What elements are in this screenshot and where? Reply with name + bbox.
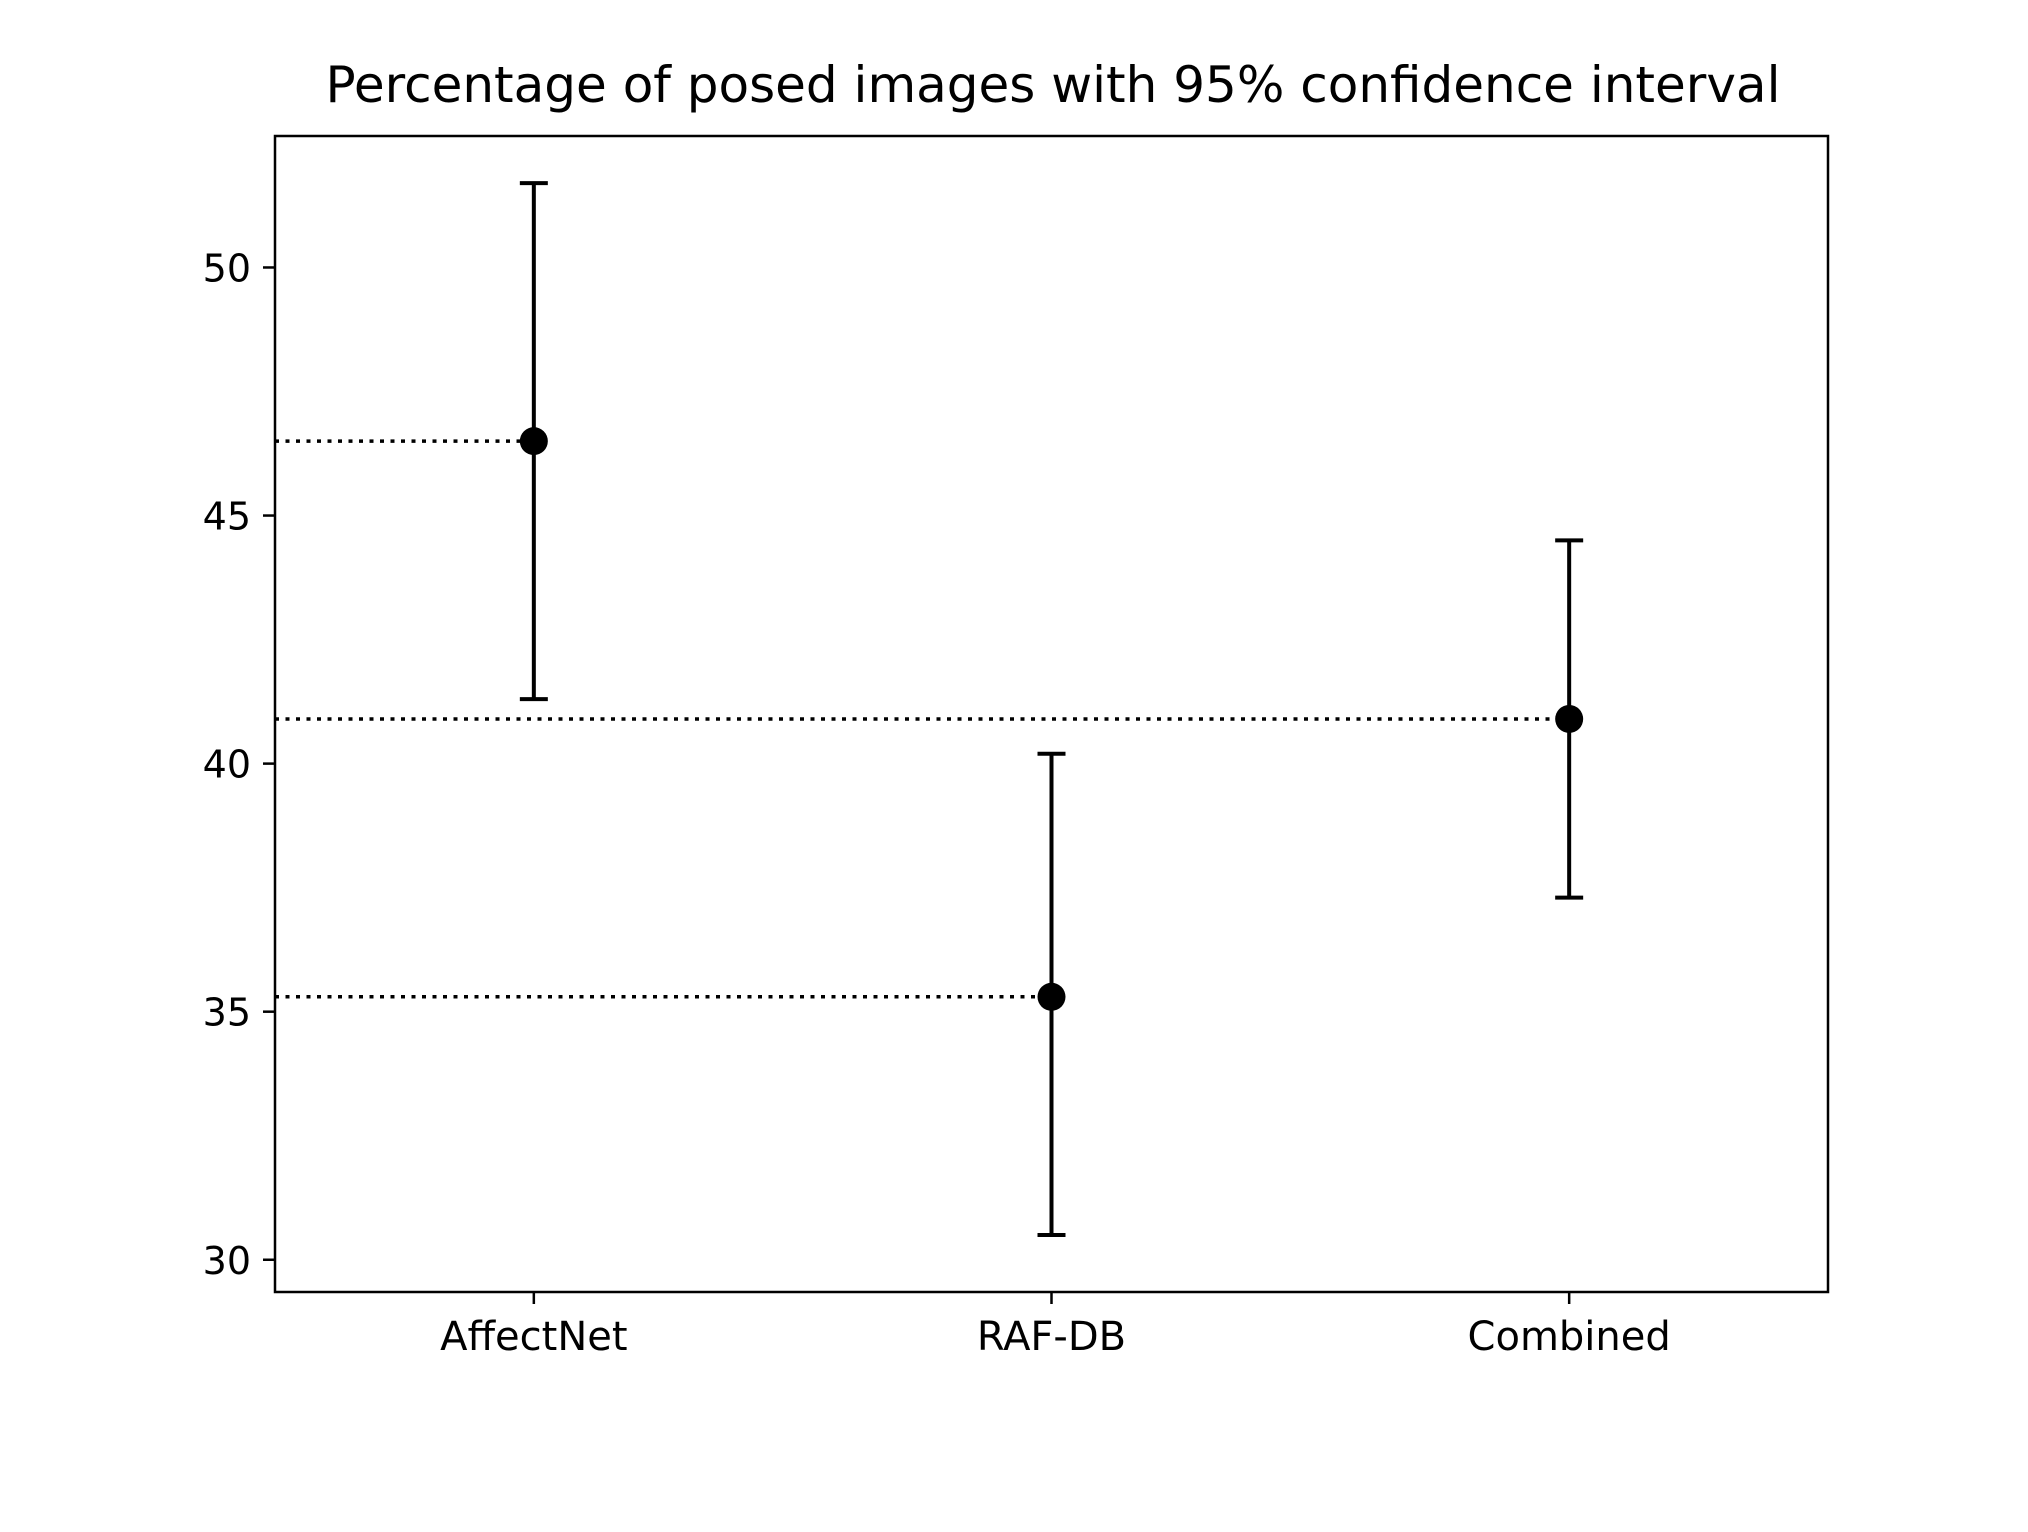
x-tick-label-affectnet: AffectNet bbox=[440, 1314, 627, 1360]
data-point-affectnet bbox=[519, 427, 548, 456]
points-layer bbox=[519, 427, 1584, 1011]
x-axis-ticks: AffectNet RAF-DB Combined bbox=[440, 1292, 1671, 1360]
y-tick-label-35: 35 bbox=[203, 991, 251, 1035]
x-tick-label-raf-db: RAF-DB bbox=[977, 1314, 1126, 1360]
reference-lines-layer bbox=[275, 439, 1570, 999]
y-tick-label-50: 50 bbox=[203, 246, 251, 290]
y-axis-ticks: 30 35 40 45 50 bbox=[203, 246, 275, 1283]
data-point-raf-db bbox=[1037, 982, 1066, 1011]
axes-frame bbox=[273, 134, 1830, 1294]
x-tick-label-combined: Combined bbox=[1468, 1314, 1671, 1360]
data-point-combined bbox=[1555, 704, 1584, 733]
y-tick-label-45: 45 bbox=[203, 495, 251, 539]
chart-title: Percentage of posed images with 95% conf… bbox=[326, 56, 1781, 114]
y-tick-label-30: 30 bbox=[203, 1239, 251, 1283]
y-tick-label-40: 40 bbox=[203, 743, 251, 787]
